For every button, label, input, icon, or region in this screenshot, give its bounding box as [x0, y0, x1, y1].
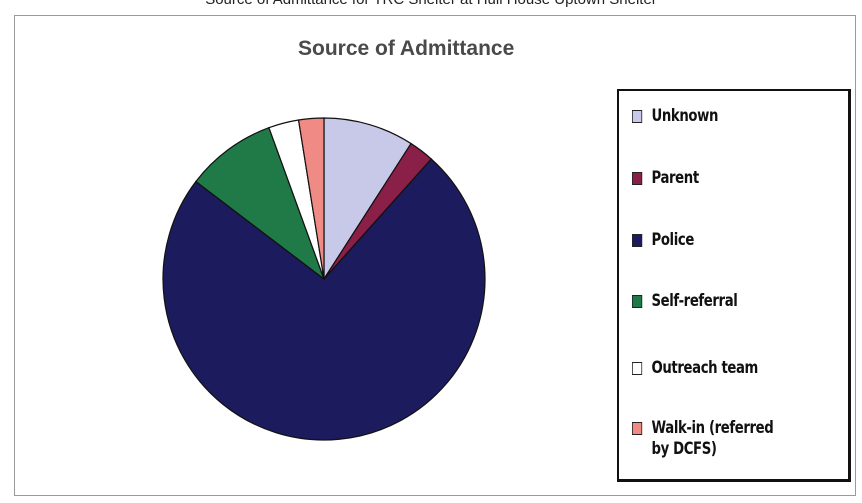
pie-slice-police [162, 158, 486, 441]
legend-swatch-unknown [632, 110, 643, 123]
legend-item-unknown: Unknown [632, 106, 843, 127]
pie-slice-unknown [323, 117, 412, 282]
legend-label-unknown: Unknown [651, 106, 719, 126]
legend-label-parent: Parent [651, 168, 700, 188]
legend-label-outreach-team: Outreach team [651, 358, 759, 378]
pie-slice-self-referral [195, 126, 326, 281]
legend-swatch-police [632, 234, 643, 247]
legend-swatch-outreach-team [632, 362, 643, 375]
pie-chart [162, 117, 486, 441]
pie-slice-walk-in-referred-by-dcfs [297, 117, 325, 280]
legend-item-outreach-team: Outreach team [632, 358, 843, 379]
chart-frame: Source of Admittance Unknown Parent Poli… [14, 15, 856, 496]
legend-item-parent: Parent [632, 168, 843, 189]
legend-item-self-referral: Self-referral [632, 291, 843, 312]
chart-legend: Unknown Parent Police Self-referral Outr… [617, 89, 851, 482]
legend-label-self-referral: Self-referral [651, 291, 738, 311]
legend-swatch-self-referral [632, 295, 643, 308]
legend-label-police: Police [651, 230, 695, 250]
page-header: Source of Admittance for TRC Shelter at … [0, 0, 862, 8]
legend-item-police: Police [632, 230, 843, 251]
chart-title: Source of Admittance [298, 37, 515, 60]
legend-label-walk-in: Walk-in (referred by DCFS) [651, 418, 774, 459]
legend-item-walk-in: Walk-in (referred by DCFS) [632, 418, 843, 460]
legend-swatch-parent [632, 172, 643, 185]
legend-swatch-walk-in [632, 422, 643, 435]
